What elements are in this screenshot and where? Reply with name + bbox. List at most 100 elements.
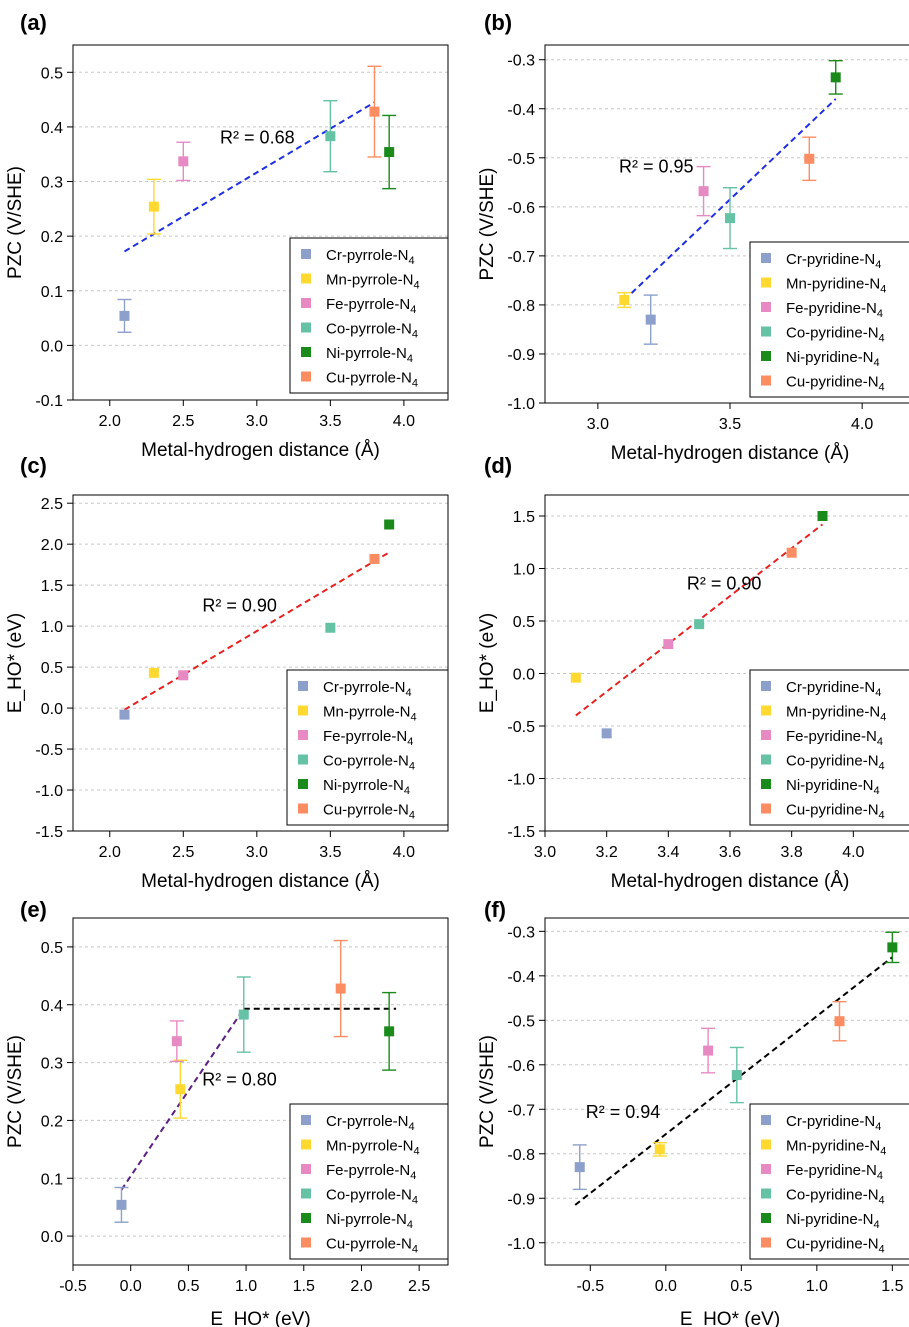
x-tick-label: 3.8 xyxy=(781,844,803,861)
data-point-cr xyxy=(119,709,130,720)
legend-label: Fe-pyrrole-N4 xyxy=(326,296,416,316)
r-squared-label: R² = 0.94 xyxy=(586,1102,661,1122)
chart-panel-c: (c) -1.5 -1.0 -0.5 0.0 0.5 1.0 1.5 2.0 2.5 2.0 2.5 3… xyxy=(5,453,449,892)
legend: Cr-pyrrole-N4 Mn-pyrrole-N4 Fe-pyrrole-N4 C… xyxy=(286,669,449,826)
legend-label: Co-pyrrole-N4 xyxy=(326,1187,418,1207)
chart-panel-d: (d) -1.5 -1.0 -0.5 0.0 0.5 1.0 1.5 3.0 3.2 3.4 3.6 3… xyxy=(477,453,909,892)
y-tick-label: 0.5 xyxy=(41,660,63,677)
data-point-mn xyxy=(175,1084,186,1095)
data-point-co xyxy=(325,622,336,633)
x-tick-label: 0.5 xyxy=(730,1278,752,1295)
y-tick-label: 1.5 xyxy=(41,578,63,595)
chart-panel-b: (b) -1.0 -0.9 -0.8 -0.7 -0.6 -0.5 -0.4 -0.3 3.0 3.… xyxy=(477,10,909,464)
x-tick-label: 0.5 xyxy=(177,1278,199,1295)
y-tick-label: -0.3 xyxy=(507,924,535,941)
legend-label: Cu-pyridine-N4 xyxy=(786,374,885,394)
y-tick-label: 0.0 xyxy=(41,1229,63,1246)
data-point-cu xyxy=(369,106,380,117)
y-tick-label: -1.0 xyxy=(35,783,63,800)
plot-frame xyxy=(72,44,449,401)
data-point-ni xyxy=(830,72,841,83)
legend-label: Fe-pyridine-N4 xyxy=(786,300,883,320)
legend-swatch xyxy=(301,1115,311,1125)
legend-swatch xyxy=(298,803,308,814)
legend-swatch xyxy=(301,347,311,357)
legend-swatch xyxy=(301,371,311,382)
legend-swatch xyxy=(301,298,311,308)
x-tick-label: -0.5 xyxy=(577,1278,605,1295)
data-point-mn xyxy=(619,295,630,306)
y-tick-label: -0.8 xyxy=(507,1147,535,1164)
data-point-co xyxy=(325,131,336,142)
y-tick-label: -0.4 xyxy=(507,969,535,986)
x-axis-label: E_HO* (eV) xyxy=(210,1309,310,1327)
y-tick-label: 1.0 xyxy=(513,562,535,579)
data-point-co xyxy=(731,1070,742,1081)
data-point-fe xyxy=(703,1045,714,1056)
x-tick-label: 4.0 xyxy=(851,416,873,433)
data-point-mn xyxy=(570,672,581,683)
y-tick-label: -0.8 xyxy=(507,298,535,315)
legend-swatch xyxy=(761,779,771,789)
x-tick-label: 2.5 xyxy=(172,844,194,861)
fit-line xyxy=(575,523,824,717)
y-tick-label: 0.5 xyxy=(41,940,63,957)
legend-swatch xyxy=(761,326,771,337)
legend-label: Cu-pyrrole-N4 xyxy=(323,802,415,822)
x-tick-label: 2.5 xyxy=(172,413,194,430)
legend-swatch xyxy=(761,351,771,361)
x-axis-label: Metal-hydrogen distance (Å) xyxy=(141,871,380,892)
y-tick-label: 1.0 xyxy=(41,619,63,636)
data-point-cu xyxy=(369,553,380,564)
chart-panel-e: (e) 0.0 0.1 0.2 0.3 0.4 0.5 -0.5 0.0 0.5 1.0 1.5 2.0… xyxy=(5,897,449,1327)
legend-swatch xyxy=(761,705,771,716)
y-axis-label: PZC (V/SHE) xyxy=(5,166,26,279)
y-tick-label: -0.9 xyxy=(507,347,535,364)
data-point-ni xyxy=(384,147,395,158)
legend: Cr-pyrrole-N4 Mn-pyrrole-N4 Fe-pyrrole-N4 C… xyxy=(289,237,449,394)
x-axis-label: E_HO* (eV) xyxy=(680,1309,780,1327)
r-squared-label: R² = 0.90 xyxy=(687,574,762,594)
legend-label: Mn-pyridine-N4 xyxy=(786,704,886,724)
x-tick-label: 3.4 xyxy=(657,844,679,861)
legend-swatch xyxy=(298,681,308,691)
legend: Cr-pyrrole-N4 Mn-pyrrole-N4 Fe-pyrrole-N4 C… xyxy=(289,1103,449,1260)
panel-label: (b) xyxy=(484,10,512,35)
legend-label: Co-pyrrole-N4 xyxy=(323,753,415,773)
legend-label: Mn-pyridine-N4 xyxy=(786,276,886,296)
legend-swatch xyxy=(301,249,311,259)
legend-swatch xyxy=(761,1213,771,1223)
plot-frame xyxy=(544,917,909,1266)
legend-label: Co-pyridine-N4 xyxy=(786,325,885,345)
legend-label: Mn-pyrrole-N4 xyxy=(323,704,417,724)
y-tick-label: 0.5 xyxy=(513,614,535,631)
data-point-cr xyxy=(119,310,130,321)
fit-line xyxy=(123,101,375,253)
legend-label: Ni-pyrrole-N4 xyxy=(323,777,410,797)
x-axis-label: Metal-hydrogen distance (Å) xyxy=(611,871,850,892)
y-tick-label: -0.6 xyxy=(507,1058,535,1075)
x-tick-label: 0.0 xyxy=(120,1278,142,1295)
y-axis-label: PZC (V/SHE) xyxy=(5,1035,26,1148)
legend-swatch xyxy=(298,779,308,789)
chart-panel-a: (a) -0.1 0.0 0.1 0.2 0.3 0.4 0.5 2.0 2.5 3.0 3.5 4.0… xyxy=(5,10,449,461)
legend-swatch xyxy=(298,705,308,716)
x-tick-label: 1.0 xyxy=(235,1278,257,1295)
data-point-ni xyxy=(817,511,828,521)
data-point-cu xyxy=(786,547,797,558)
legend-label: Cu-pyridine-N4 xyxy=(786,802,885,822)
r-squared-label: R² = 0.95 xyxy=(619,157,694,177)
y-tick-label: -1.0 xyxy=(507,1236,535,1253)
y-tick-label: -1.0 xyxy=(507,396,535,413)
legend-swatch xyxy=(298,754,308,765)
legend-label: Cu-pyrrole-N4 xyxy=(326,1236,418,1256)
x-tick-label: 4.0 xyxy=(393,413,415,430)
y-tick-label: 0.0 xyxy=(41,338,63,355)
r-squared-label: R² = 0.80 xyxy=(202,1070,277,1090)
legend-swatch xyxy=(301,1164,311,1174)
legend-label: Mn-pyrrole-N4 xyxy=(326,272,420,292)
legend-label: Co-pyridine-N4 xyxy=(786,753,885,773)
legend-swatch xyxy=(761,681,771,691)
legend-label: Fe-pyrrole-N4 xyxy=(323,728,413,748)
x-tick-label: 2.0 xyxy=(350,1278,372,1295)
